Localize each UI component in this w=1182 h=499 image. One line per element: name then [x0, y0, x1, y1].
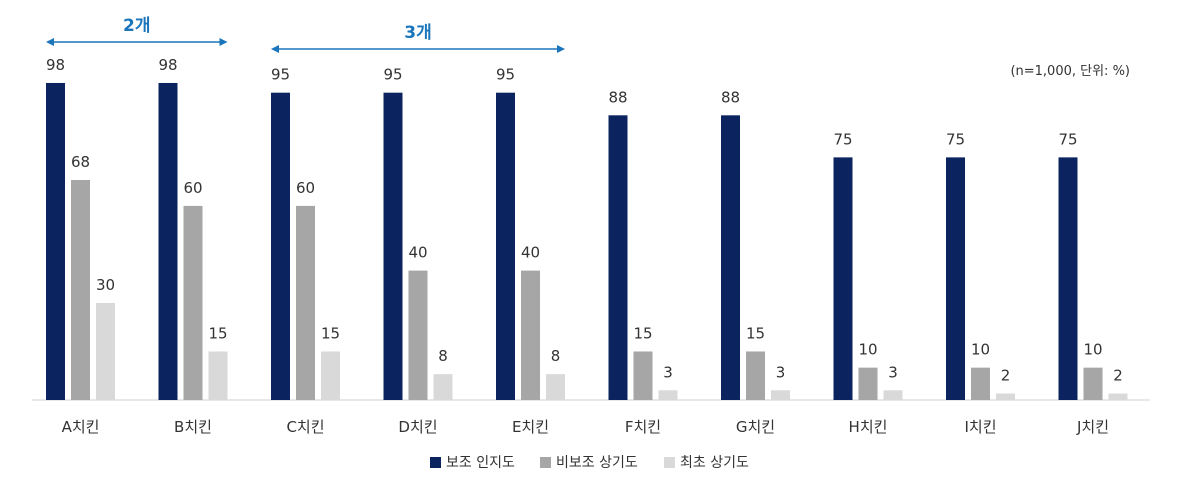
- value-label: 40: [408, 244, 427, 262]
- value-label: 95: [271, 66, 290, 84]
- bar-4-series-2: [408, 270, 428, 400]
- value-label: 75: [833, 130, 852, 148]
- bar-2-series-2: [183, 205, 203, 400]
- bar-4-series-1: [383, 92, 403, 401]
- value-label: 60: [296, 179, 315, 197]
- bar-8-series-3: [883, 390, 903, 400]
- category-labels-layer: A치킨 B치킨 C치킨 D치킨 E치킨 F치킨 G치킨 H치킨 I치킨 J치킨: [62, 418, 1109, 436]
- legend-swatch: [664, 457, 675, 468]
- legend: 보조 인지도 비보조 상기도 최초 상기도: [430, 455, 749, 471]
- value-label: 8: [551, 347, 561, 365]
- legend-label: 최초 상기도: [680, 455, 749, 471]
- value-label: 2: [1113, 367, 1123, 385]
- bar-7-series-1: [721, 115, 740, 400]
- bar-1-series-1: [46, 82, 65, 400]
- value-label: 15: [633, 324, 652, 342]
- legend-item-2: 비보조 상기도: [540, 455, 638, 471]
- bar-5-series-2: [521, 270, 540, 400]
- bracket-annotation: 3개: [271, 23, 565, 53]
- value-label: 10: [858, 341, 877, 359]
- bar-6-series-3: [658, 390, 678, 400]
- legend-item-3: 최초 상기도: [664, 455, 749, 471]
- bar-10-series-3: [1108, 393, 1128, 400]
- value-label: 40: [521, 244, 540, 262]
- arrow-left-icon: [46, 38, 54, 46]
- bar-2-series-3: [208, 351, 228, 400]
- value-label: 95: [496, 66, 515, 84]
- bar-2-series-1: [158, 82, 178, 400]
- category-label: H치킨: [849, 418, 888, 436]
- arrow-right-icon: [557, 45, 565, 53]
- bar-5-series-3: [546, 374, 565, 400]
- bar-5-series-1: [496, 92, 515, 401]
- bar-9-series-3: [996, 393, 1015, 400]
- bar-7-series-3: [771, 390, 790, 400]
- bar-1-series-2: [71, 180, 90, 400]
- bar-8-series-1: [833, 157, 853, 400]
- bar-6-series-2: [633, 351, 653, 400]
- bar-8-series-2: [858, 367, 878, 400]
- value-label: 30: [96, 276, 115, 294]
- bar-4-series-3: [433, 374, 453, 400]
- value-label: 68: [71, 153, 90, 171]
- value-label: 95: [383, 66, 402, 84]
- legend-item-1: 보조 인지도: [430, 455, 515, 471]
- unit-note: (n=1,000, 단위: %): [1010, 64, 1130, 79]
- category-label: G치킨: [736, 418, 775, 436]
- bracket-annotation: 2개: [46, 16, 228, 46]
- bar-9-series-2: [971, 367, 990, 400]
- bar-1-series-3: [96, 302, 115, 400]
- category-label: J치킨: [1076, 418, 1109, 436]
- bracket-label: 3개: [404, 23, 431, 43]
- category-label: F치킨: [625, 418, 661, 436]
- legend-label: 비보조 상기도: [556, 455, 638, 471]
- category-label: I치킨: [964, 418, 996, 436]
- value-label: 3: [888, 363, 898, 381]
- value-label: 15: [208, 324, 227, 342]
- bar-6-series-1: [608, 115, 628, 400]
- bar-9-series-1: [946, 157, 965, 400]
- bar-10-series-1: [1058, 157, 1078, 400]
- legend-label: 보조 인지도: [446, 455, 515, 471]
- value-label: 15: [746, 324, 765, 342]
- value-label: 3: [776, 363, 786, 381]
- category-label: B치킨: [174, 418, 212, 436]
- legend-swatch: [430, 457, 441, 468]
- value-label: 98: [158, 56, 177, 74]
- value-label: 3: [663, 363, 673, 381]
- value-label: 10: [971, 341, 990, 359]
- legend-swatch: [540, 457, 551, 468]
- value-label: 2: [1001, 367, 1011, 385]
- value-label: 10: [1083, 341, 1102, 359]
- value-label: 98: [46, 56, 65, 74]
- value-label: 88: [721, 88, 740, 106]
- bar-7-series-2: [746, 351, 765, 400]
- category-label: C치킨: [286, 418, 324, 436]
- value-label: 8: [438, 347, 448, 365]
- bar-3-series-3: [321, 351, 340, 400]
- value-label: 88: [608, 88, 627, 106]
- value-label: 75: [946, 130, 965, 148]
- value-labels-layer: 9868309860159560159540895408881538815375…: [46, 56, 1123, 385]
- category-label: D치킨: [398, 418, 437, 436]
- value-label: 75: [1058, 130, 1077, 148]
- value-label: 60: [183, 179, 202, 197]
- arrow-right-icon: [219, 38, 228, 46]
- bracket-annotations: 2개 3개: [46, 16, 565, 53]
- bars-layer: [46, 82, 1128, 401]
- category-label: A치킨: [62, 418, 100, 436]
- bar-10-series-2: [1083, 367, 1103, 400]
- arrow-left-icon: [271, 45, 279, 53]
- bar-3-series-2: [296, 205, 315, 400]
- bar-3-series-1: [271, 92, 290, 401]
- bracket-label: 2개: [123, 16, 150, 36]
- value-label: 15: [321, 324, 340, 342]
- category-label: E치킨: [512, 418, 549, 436]
